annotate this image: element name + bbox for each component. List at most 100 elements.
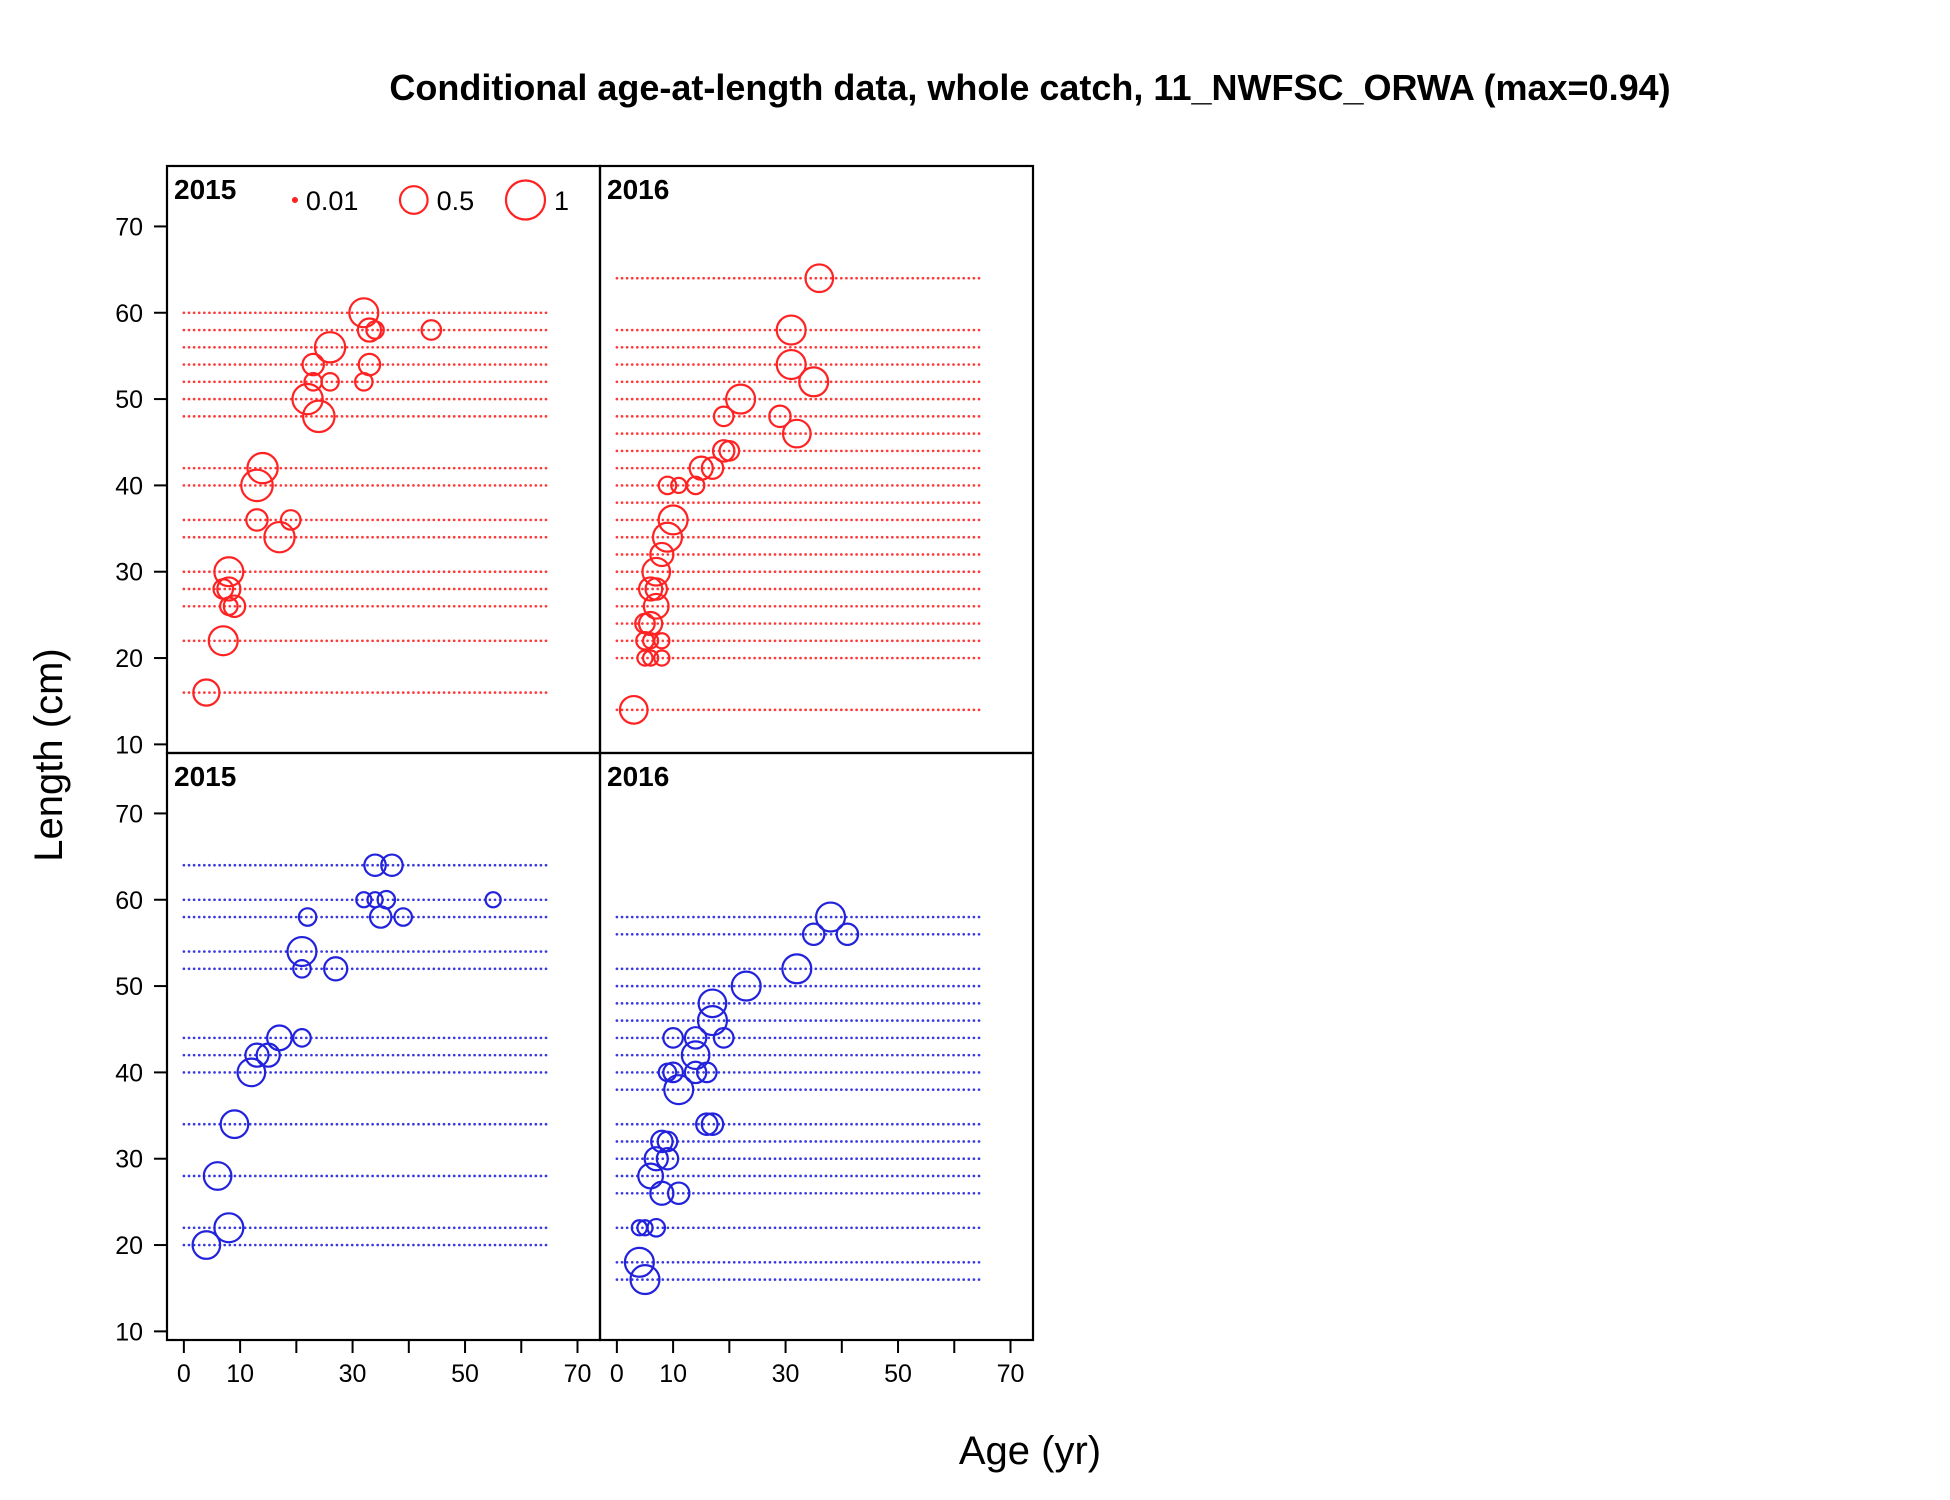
bubble-point [643, 1146, 669, 1172]
bubble-point [814, 901, 847, 933]
panel-2015-bottom: 2015 [165, 751, 602, 1342]
bubble-point [637, 576, 664, 602]
bubble-point [236, 1057, 267, 1088]
y-tick-label: 50 [115, 386, 143, 414]
bubble-point [642, 592, 670, 620]
bubble-point [662, 1061, 684, 1084]
bubble-point [246, 451, 279, 485]
bubble-point [313, 331, 347, 364]
y-tick-label: 70 [115, 800, 143, 828]
x-axis-title: Age (yr) [959, 1429, 1101, 1473]
bubble-point [718, 440, 741, 462]
bubble-point [835, 922, 860, 947]
bubble-legend: 0.01 0.5 1 [291, 179, 569, 221]
bubble-point [636, 1219, 654, 1237]
y-tick-label: 50 [115, 973, 143, 1001]
bubble-point [286, 935, 318, 968]
bubble-point [641, 556, 672, 587]
bubble-point [292, 1028, 312, 1048]
chart-title: Conditional age-at-length data, whole ca… [389, 67, 1670, 108]
bubble-point [219, 1109, 250, 1140]
bubble-point [730, 970, 762, 1002]
bubble-point [653, 649, 671, 667]
bubble-point [629, 1264, 661, 1296]
axes-group: 10 20 30 40 50 60 70 10 20 30 40 50 60 70 0 10 30 50 70 0 10… [115, 213, 1024, 1388]
legend-bubble [398, 185, 429, 215]
bubble-point [662, 1027, 684, 1049]
panel-year-label: 2015 [174, 174, 236, 205]
y-tick-label: 40 [115, 472, 143, 500]
bubble-point [653, 632, 671, 650]
bubble-point [297, 907, 318, 927]
panel-2016-top: 2016 [598, 164, 1035, 755]
x-tick-label: 10 [226, 1360, 254, 1388]
bubble-point [666, 1181, 691, 1206]
bubble-point [768, 404, 792, 429]
bubble-point [655, 1146, 680, 1171]
bubble-point [363, 853, 387, 878]
bubble-point [680, 1040, 711, 1071]
y-tick-label: 30 [115, 559, 143, 587]
bubble-point [420, 319, 443, 341]
bubble-point [685, 475, 706, 496]
bubble-point [641, 632, 660, 650]
y-tick-label: 40 [115, 1059, 143, 1087]
bubble-point [348, 297, 380, 329]
bubble-point [191, 1230, 222, 1260]
x-tick-label: 50 [884, 1360, 912, 1388]
x-tick-label: 30 [339, 1360, 367, 1388]
bubble-point [801, 922, 826, 947]
bubble-point [222, 594, 247, 619]
bubble-point [279, 509, 302, 531]
legend-label: 0.01 [306, 186, 359, 216]
bubble-point [637, 610, 664, 637]
bubble-point [700, 456, 725, 480]
panel-year-label: 2016 [607, 761, 669, 792]
x-tick-label: 10 [659, 1360, 687, 1388]
legend-label: 1 [554, 186, 569, 216]
x-tick-label: 70 [997, 1360, 1025, 1388]
bubble-point [637, 1162, 665, 1190]
bubble-point [245, 508, 269, 532]
bubble-point [302, 399, 336, 434]
y-axis-title: Length (cm) [27, 648, 71, 861]
y-tick-label: 20 [115, 1232, 143, 1260]
bubble-point [683, 1060, 708, 1085]
legend-bubble [504, 179, 547, 221]
bubble-point [240, 468, 274, 503]
bubble-point [781, 418, 812, 449]
x-tick-label: 70 [564, 1360, 592, 1388]
y-tick-label: 20 [115, 645, 143, 673]
bubble-point [213, 1212, 245, 1244]
bubble-point [380, 853, 404, 878]
bubble-point [484, 891, 502, 909]
y-tick-label: 70 [115, 213, 143, 241]
bubble-point [320, 371, 340, 392]
bubble-point [711, 439, 736, 463]
bubble-point [725, 383, 757, 415]
x-tick-label: 50 [451, 1360, 479, 1388]
bubble-point [781, 953, 813, 985]
bubble-point [366, 891, 384, 909]
bubble-point [213, 556, 245, 588]
legend-label: 0.5 [437, 186, 475, 216]
bubble-point [775, 314, 807, 346]
bubble-point [202, 1161, 233, 1191]
bubble-point [657, 475, 678, 496]
bubble-point [804, 263, 835, 294]
bubble-point [291, 382, 324, 416]
panel-2015-top: 2015 [165, 164, 602, 755]
bubble-point [357, 352, 382, 377]
bubble-point [192, 678, 221, 707]
bubble-point [696, 1005, 729, 1037]
x-tick-label: 0 [610, 1360, 624, 1388]
bubble-point [323, 956, 349, 982]
bubble-point [650, 1129, 674, 1154]
legend-bubble [291, 196, 299, 204]
panels-group: 2015 2016 2015 2016 [165, 164, 1035, 1342]
bubble-point [656, 1130, 679, 1153]
y-tick-label: 10 [115, 1318, 143, 1346]
x-tick-label: 30 [772, 1360, 800, 1388]
bubble-point [376, 889, 397, 910]
